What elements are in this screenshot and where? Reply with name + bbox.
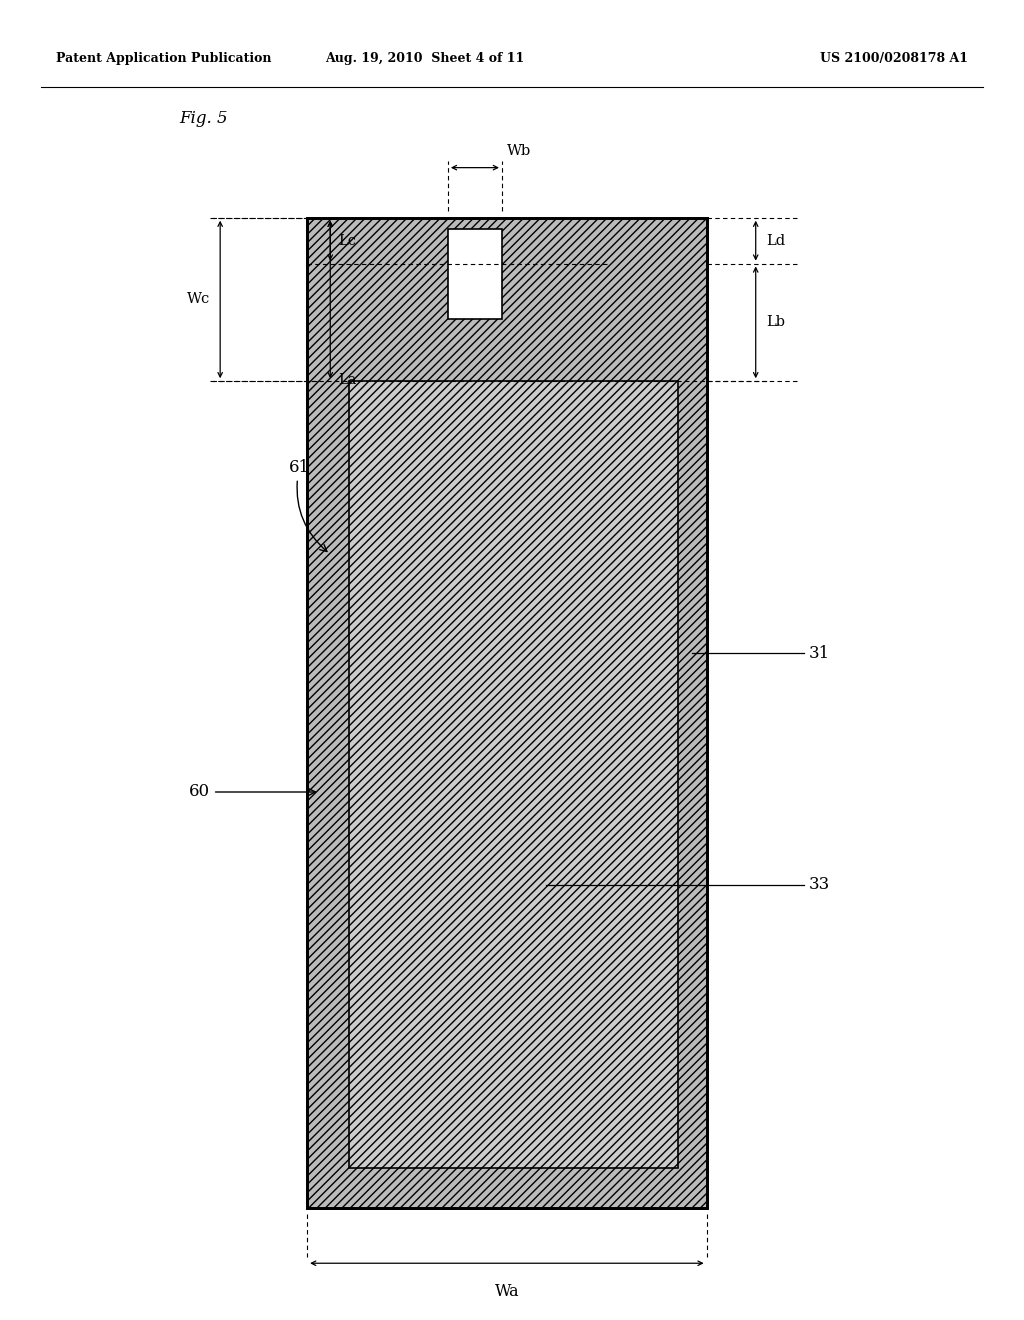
Bar	[447, 230, 502, 319]
Text: 31: 31	[809, 645, 830, 661]
Text: Wb: Wb	[507, 144, 531, 158]
Text: Aug. 19, 2010  Sheet 4 of 11: Aug. 19, 2010 Sheet 4 of 11	[326, 51, 524, 65]
Text: 33: 33	[809, 876, 830, 894]
Bar	[307, 218, 707, 1208]
Text: Fig. 5: Fig. 5	[179, 111, 227, 127]
Text: Wc: Wc	[186, 293, 210, 306]
Text: La: La	[339, 374, 357, 387]
Text: 61: 61	[289, 458, 327, 552]
Bar	[349, 381, 678, 1168]
Text: US 2100/0208178 A1: US 2100/0208178 A1	[819, 51, 968, 65]
Bar	[307, 218, 707, 1208]
Text: Lb: Lb	[766, 315, 785, 330]
Text: 60: 60	[188, 784, 315, 800]
Text: Lc: Lc	[339, 234, 356, 248]
Text: Ld: Ld	[766, 234, 785, 248]
Text: Wa: Wa	[495, 1283, 519, 1300]
Text: Patent Application Publication: Patent Application Publication	[56, 51, 271, 65]
